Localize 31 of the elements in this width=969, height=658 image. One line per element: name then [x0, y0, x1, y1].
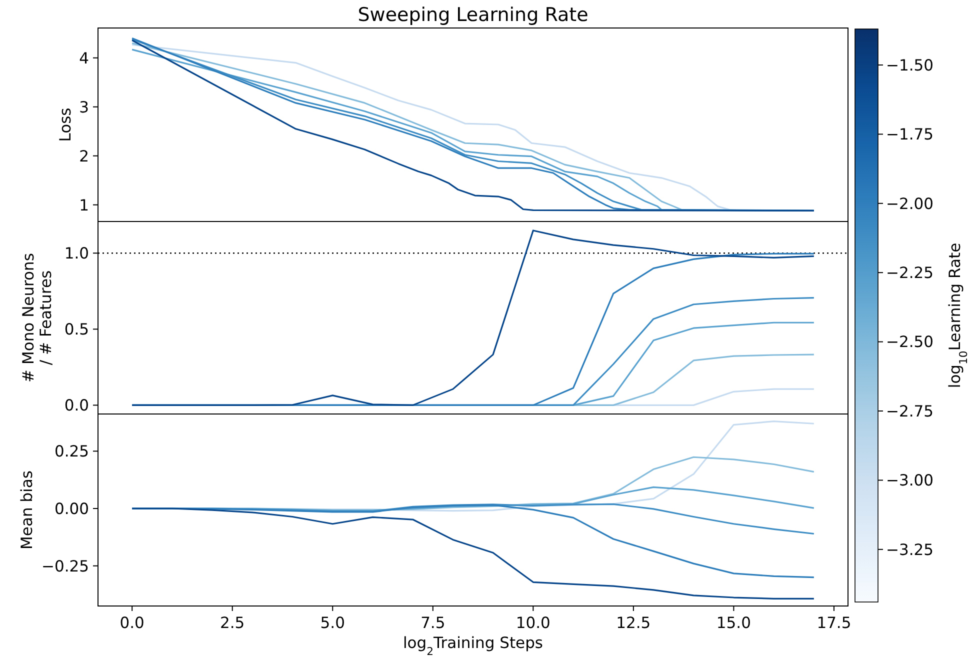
x-tick-label: 15.0 [716, 614, 751, 632]
color-bar-label: −1.50 [886, 56, 934, 74]
y-tick-label: 0.00 [54, 500, 89, 518]
color-bar-label: −2.75 [886, 402, 934, 420]
y-tick-label: 4 [79, 49, 89, 68]
y-axis-title: Mean bias [18, 470, 36, 550]
x-axis-title: log$_{2}$Training Steps [402, 634, 544, 658]
x-tick-label: 5.0 [320, 614, 345, 632]
y-tick-label: 0.0 [64, 396, 89, 415]
y-tick-label: 1 [79, 196, 89, 214]
x-tick-label: 17.5 [816, 614, 852, 632]
y-axis-title: # Mono Neurons / # Features [19, 253, 56, 382]
y-tick-label: 1.0 [64, 244, 89, 263]
color-bar-label: −2.25 [886, 264, 934, 282]
color-bar-label: −3.25 [886, 540, 934, 559]
y-axis-title: Loss [56, 108, 74, 142]
x-tick-label: 7.5 [420, 614, 446, 632]
color-bar-label: −1.75 [886, 126, 934, 144]
color-bar-label: −3.00 [886, 472, 934, 490]
y-tick-label: −0.25 [42, 557, 89, 576]
x-tick-label: 0.0 [120, 614, 144, 632]
y-tick-label: 0.25 [54, 442, 89, 461]
x-tick-label: 2.5 [220, 614, 245, 632]
color-bar-label: −2.00 [886, 194, 934, 213]
y-tick-label: 0.5 [64, 320, 89, 339]
x-tick-label: 10.0 [516, 614, 550, 632]
color-bar-label: −2.50 [886, 333, 934, 352]
y-tick-label: 2 [79, 147, 89, 166]
chart-title: Sweeping Learning Rate [358, 4, 588, 26]
x-tick-label: 12.5 [616, 614, 651, 632]
y-tick-label: 3 [79, 98, 89, 116]
